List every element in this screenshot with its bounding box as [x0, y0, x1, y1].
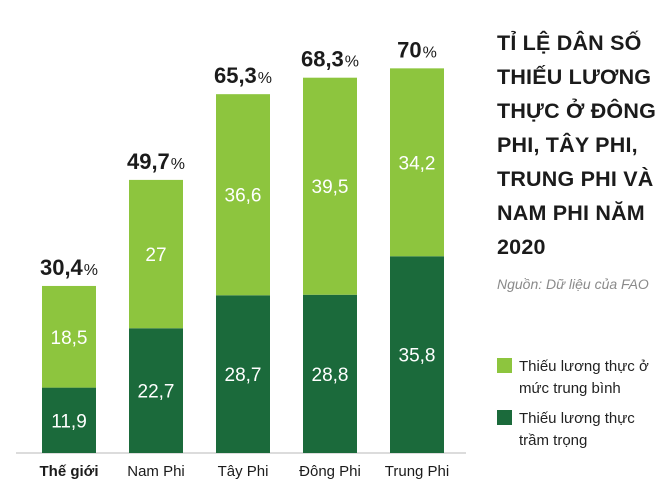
stacked-bar-chart: 11,9 18,5 30,4% Thế giới 22,7 27 49,7% Nam Phi 2… [16, 37, 466, 480]
data-label-severe: 22,7 [138, 382, 175, 403]
category-label: Trung Phi [385, 463, 449, 480]
bar-segment-moderate [303, 77, 357, 295]
legend-label-severe: Thiếu lương thực trầm trọng [519, 410, 635, 449]
total-label: 49,7% [127, 149, 185, 174]
bar-segment-severe [42, 387, 96, 453]
total-label: 70% [397, 37, 437, 62]
data-label-moderate: 34,2 [399, 153, 436, 174]
data-label-moderate: 39,5 [312, 177, 349, 198]
bar-segment-severe [303, 294, 357, 453]
source-note: Nguồn: Dữ liệu của FAO [497, 276, 649, 292]
legend-label-moderate: Thiếu lương thực ở mức trung bình [519, 358, 649, 397]
legend-swatch-moderate [497, 358, 512, 373]
data-label-severe: 35,8 [399, 346, 436, 367]
data-label-moderate: 18,5 [51, 328, 88, 349]
legend-swatch-severe [497, 410, 512, 425]
category-label: Đông Phi [299, 463, 361, 480]
category-label: Thế giới [40, 463, 99, 480]
bar-segment-severe [216, 295, 270, 453]
data-label-severe: 28,8 [312, 365, 349, 386]
total-label: 65,3% [214, 63, 272, 88]
data-label-moderate: 36,6 [225, 186, 262, 207]
category-label: Tây Phi [218, 463, 269, 480]
total-label: 30,4% [40, 255, 98, 280]
data-label-moderate: 27 [145, 245, 166, 266]
bar-segment-severe [129, 328, 183, 453]
category-label: Nam Phi [127, 463, 185, 480]
data-label-severe: 11,9 [51, 411, 87, 432]
bar-segment-moderate [216, 94, 270, 296]
chart-title: TỈ LỆ DÂN SỐ THIẾU LƯƠNG THỰC Ở ĐÔNG PHI… [497, 31, 657, 259]
bar-segment-severe [390, 256, 444, 453]
legend-item-moderate: Thiếu lương thực ở mức trung bình [497, 356, 667, 400]
bar-segment-moderate [129, 179, 183, 329]
legend-item-severe: Thiếu lương thực trầm trọng [497, 408, 667, 452]
bar-segment-moderate [390, 68, 444, 257]
total-label: 68,3% [301, 47, 359, 72]
data-label-severe: 28,7 [225, 365, 262, 386]
bar-segment-moderate [42, 285, 96, 388]
